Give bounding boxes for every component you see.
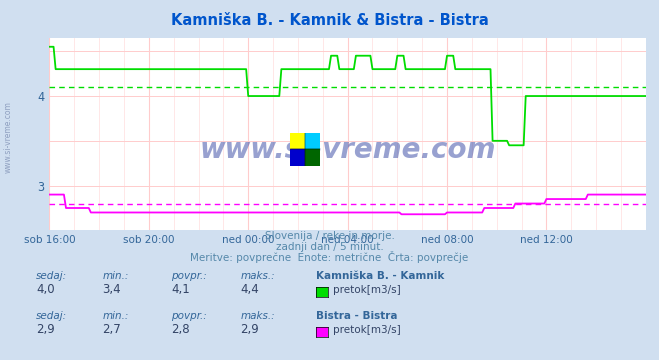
Text: min.:: min.: <box>102 271 129 281</box>
Text: maks.:: maks.: <box>241 271 275 281</box>
Text: zadnji dan / 5 minut.: zadnji dan / 5 minut. <box>275 242 384 252</box>
Bar <box>304 149 320 166</box>
Text: 4,4: 4,4 <box>241 283 259 296</box>
Text: Slovenija / reke in morje.: Slovenija / reke in morje. <box>264 231 395 242</box>
Text: 3,4: 3,4 <box>102 283 121 296</box>
Text: sedaj:: sedaj: <box>36 271 67 281</box>
Bar <box>290 133 304 149</box>
Text: Kamniška B. - Kamnik & Bistra - Bistra: Kamniška B. - Kamnik & Bistra - Bistra <box>171 13 488 28</box>
Text: 2,7: 2,7 <box>102 323 121 336</box>
Text: povpr.:: povpr.: <box>171 311 207 321</box>
Text: Meritve: povprečne  Enote: metrične  Črta: povprečje: Meritve: povprečne Enote: metrične Črta:… <box>190 251 469 263</box>
Text: povpr.:: povpr.: <box>171 271 207 281</box>
Text: 2,8: 2,8 <box>171 323 190 336</box>
Text: Kamniška B. - Kamnik: Kamniška B. - Kamnik <box>316 271 445 281</box>
Text: Bistra - Bistra: Bistra - Bistra <box>316 311 398 321</box>
Text: 2,9: 2,9 <box>241 323 259 336</box>
Text: 4,0: 4,0 <box>36 283 55 296</box>
Text: min.:: min.: <box>102 311 129 321</box>
Text: pretok[m3/s]: pretok[m3/s] <box>333 285 401 296</box>
Text: sedaj:: sedaj: <box>36 311 67 321</box>
Text: pretok[m3/s]: pretok[m3/s] <box>333 325 401 335</box>
Text: www.si-vreme.com: www.si-vreme.com <box>3 101 13 173</box>
Text: 4,1: 4,1 <box>171 283 190 296</box>
Bar <box>304 133 320 149</box>
Text: 2,9: 2,9 <box>36 323 55 336</box>
Bar <box>290 149 304 166</box>
Text: maks.:: maks.: <box>241 311 275 321</box>
Text: www.si-vreme.com: www.si-vreme.com <box>200 135 496 163</box>
